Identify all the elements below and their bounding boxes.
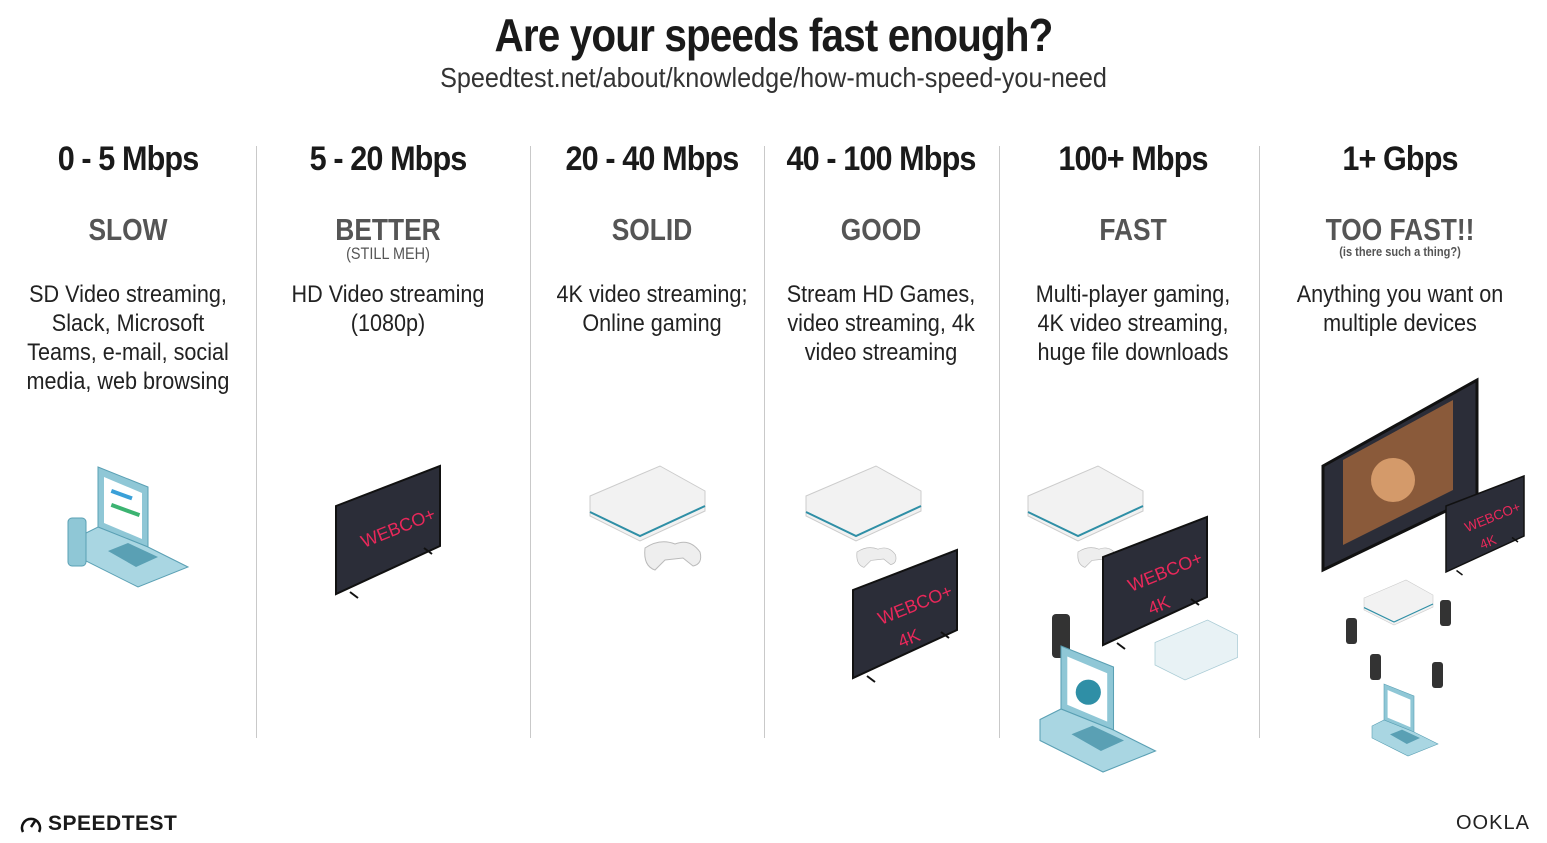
tier-desc: HD Video streaming (1080p) [291,281,485,337]
laptop-icon [1371,683,1439,757]
tier-desc: 4K video streaming; Online gaming [556,281,748,337]
gamepad-icon [1077,547,1118,568]
tier-speed: 40 - 100 Mbps [786,140,977,178]
console-icon [589,465,706,542]
source-link[interactable]: Speedtest.net/about/knowledge/how-much-s… [440,62,1107,93]
tier-note: (STILL MEH) [346,244,430,263]
svg-text:WEBCO+: WEBCO+ [875,581,955,629]
brand-name: SPEEDTEST [48,812,178,835]
tier-rating: BETTER [335,212,441,247]
divider [530,146,531,738]
tier-desc: Anything you want on multiple devices [1296,281,1504,337]
tv-icon: WEBCO+ [335,465,441,599]
svg-text:WEBCO+: WEBCO+ [1125,548,1205,596]
divider [1259,146,1260,738]
tier-note: (is there such a thing?) [1339,244,1461,259]
console-icon [1154,619,1238,681]
phone-icon [1346,618,1357,644]
console-icon [805,465,922,542]
tier-note [1028,244,1237,266]
tier-note [26,244,230,266]
laptop-icon [1039,645,1157,773]
tier-rating: SLOW [88,212,168,247]
phone-icon [1052,614,1070,658]
phone-icon [1370,654,1381,680]
tier-note [788,244,975,266]
svg-text:WEBCO+: WEBCO+ [358,504,438,552]
tier-note [557,244,747,266]
tv-icon [1321,377,1479,573]
tier-too-fast: 1+ Gbps TOO FAST!! (is there such a thin… [1270,140,1530,338]
tier-rating: SOLID [611,212,693,247]
svg-text:4K: 4K [1145,592,1173,619]
tier-desc: Stream HD Games, video streaming, 4k vid… [786,281,976,366]
svg-text:4K: 4K [895,625,923,652]
tv-4k-icon: WEBCO+ 4K [852,549,958,683]
divider [999,146,1000,738]
divider [764,146,765,738]
tier-solid: 20 - 40 Mbps SOLID 4K video streaming; O… [540,140,764,338]
svg-text:4K: 4K [1478,532,1499,552]
tier-good: 40 - 100 Mbps GOOD Stream HD Games, vide… [771,140,991,367]
divider [256,146,257,738]
tier-speed: 0 - 5 Mbps [57,140,200,178]
console-icon [1363,579,1434,626]
gauge-icon [20,817,42,833]
svg-text:WEBCO+: WEBCO+ [1463,499,1523,535]
gamepad-icon [644,541,702,571]
laptop-icon [77,466,189,588]
console-icon [1027,465,1144,542]
tier-better: 5 - 20 Mbps BETTER (STILL MEH) HD Video … [270,140,506,338]
phone-icon [1432,662,1443,688]
tv-4k-icon: WEBCO+ 4K [1102,516,1208,650]
tier-rating: TOO FAST!! [1325,212,1475,247]
page-title: Are your speeds fast enough? [494,9,1054,61]
tier-speed: 100+ Mbps [1058,140,1208,178]
tier-desc: SD Video streaming, Slack, Microsoft Tea… [26,281,230,395]
speedtest-logo: SPEEDTEST [20,812,177,836]
tier-fast: 100+ Mbps FAST Multi-player gaming, 4K v… [1010,140,1256,367]
tier-rating: GOOD [840,212,922,247]
phone-icon [1440,600,1451,626]
ookla-logo: OOKLA [1456,812,1530,834]
tier-speed: 1+ Gbps [1342,140,1458,178]
tier-rating: FAST [1099,212,1167,247]
tier-slow: 0 - 5 Mbps SLOW SD Video streaming, Slac… [8,140,248,396]
tier-speed: 20 - 40 Mbps [565,140,740,178]
phone-icon [67,517,87,567]
tier-desc: Multi-player gaming, 4K video streaming,… [1035,281,1231,366]
tier-speed: 5 - 20 Mbps [309,140,468,178]
gamepad-icon [856,547,897,568]
tv-4k-icon: WEBCO+ 4K [1445,475,1525,576]
